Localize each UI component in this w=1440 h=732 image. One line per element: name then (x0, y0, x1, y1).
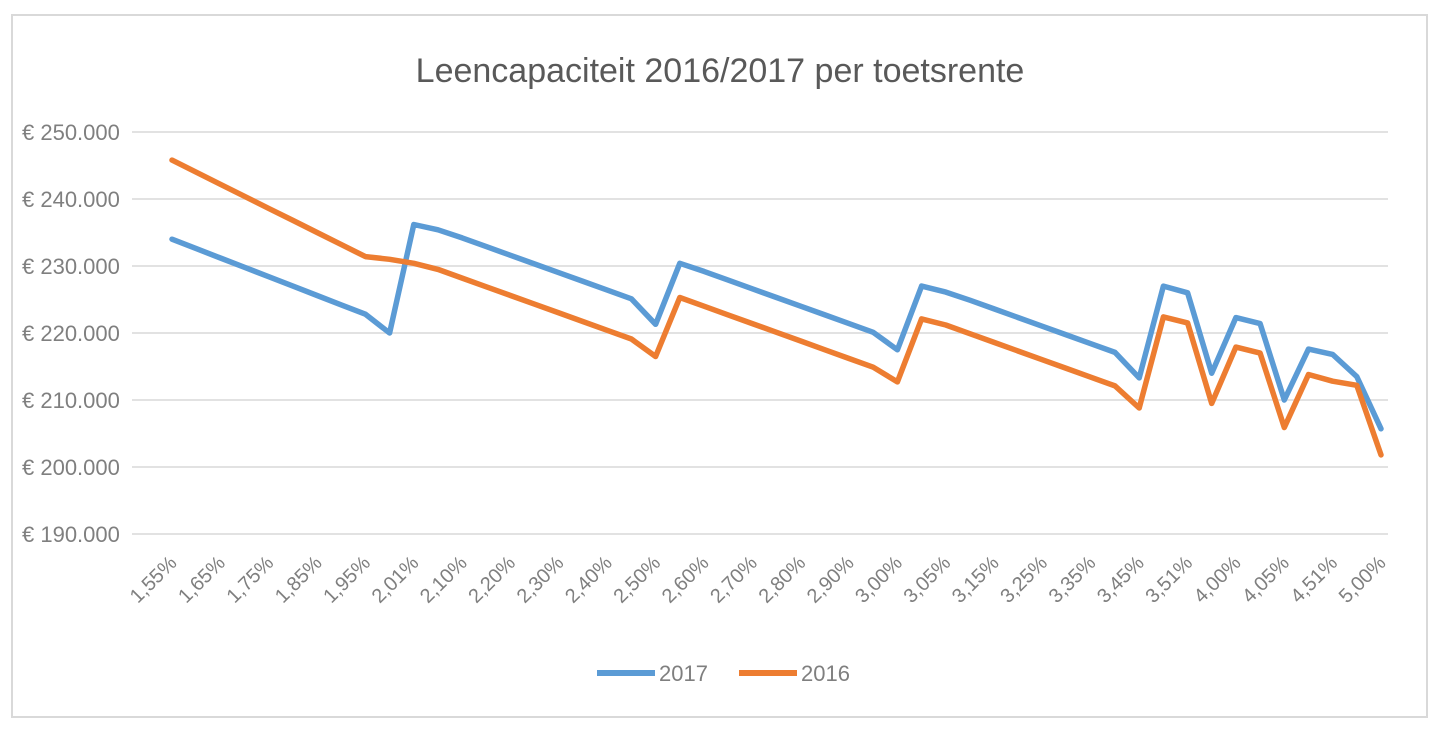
series-lines (169, 157, 1384, 458)
series-line-2017 (169, 221, 1384, 432)
y-tick-label: € 200.000 (22, 455, 120, 480)
x-tick-label: 1,55% (126, 552, 182, 608)
x-tick-label: 1,95% (319, 552, 375, 608)
y-tick-label: € 240.000 (22, 187, 120, 212)
x-tick-label: 2,01% (368, 552, 424, 608)
y-tick-label: € 210.000 (22, 388, 120, 413)
x-tick-label: 3,05% (900, 552, 956, 608)
x-tick-label: 4,00% (1190, 552, 1246, 608)
x-tick-label: 3,35% (1045, 552, 1101, 608)
x-tick-label: 2,90% (803, 552, 859, 608)
x-tick-label: 2,30% (513, 552, 569, 608)
x-tick-label: 3,15% (948, 552, 1004, 608)
x-tick-label: 4,51% (1287, 552, 1343, 608)
x-tick-label: 2,80% (755, 552, 811, 608)
x-tick-label: 1,75% (223, 552, 279, 608)
y-axis-ticks: € 190.000 € 200.000 € 210.000 € 220.000 € 23… (22, 120, 120, 547)
y-tick-label: € 250.000 (22, 120, 120, 145)
legend-label-2017: 2017 (659, 661, 708, 686)
x-tick-label: 2,10% (416, 552, 472, 608)
legend-label-2016: 2016 (801, 661, 850, 686)
x-tick-label: 2,70% (706, 552, 762, 608)
x-tick-label: 3,45% (1093, 552, 1149, 608)
series-line-2016 (169, 157, 1384, 458)
x-tick-label: 3,25% (996, 552, 1052, 608)
y-tick-label: € 230.000 (22, 254, 120, 279)
legend: 2017 2016 (597, 661, 850, 686)
x-tick-label: 2,20% (464, 552, 520, 608)
y-tick-label: € 220.000 (22, 321, 120, 346)
x-tick-label: 4,05% (1238, 552, 1294, 608)
chart-title: Leencapaciteit 2016/2017 per toetsrente (416, 52, 1025, 90)
x-tick-label: 1,65% (174, 552, 230, 608)
x-tick-label: 2,50% (609, 552, 665, 608)
x-axis-ticks: 1,55%1,65%1,75%1,85%1,95%2,01%2,10%2,20%… (126, 552, 1391, 608)
x-tick-label: 3,51% (1141, 552, 1197, 608)
y-tick-label: € 190.000 (22, 522, 120, 547)
x-tick-label: 3,00% (851, 552, 907, 608)
gridlines (132, 131, 1388, 535)
x-tick-label: 2,40% (561, 552, 617, 608)
x-tick-label: 2,60% (658, 552, 714, 608)
x-tick-label: 1,85% (271, 552, 327, 608)
x-tick-label: 5,00% (1335, 552, 1391, 608)
